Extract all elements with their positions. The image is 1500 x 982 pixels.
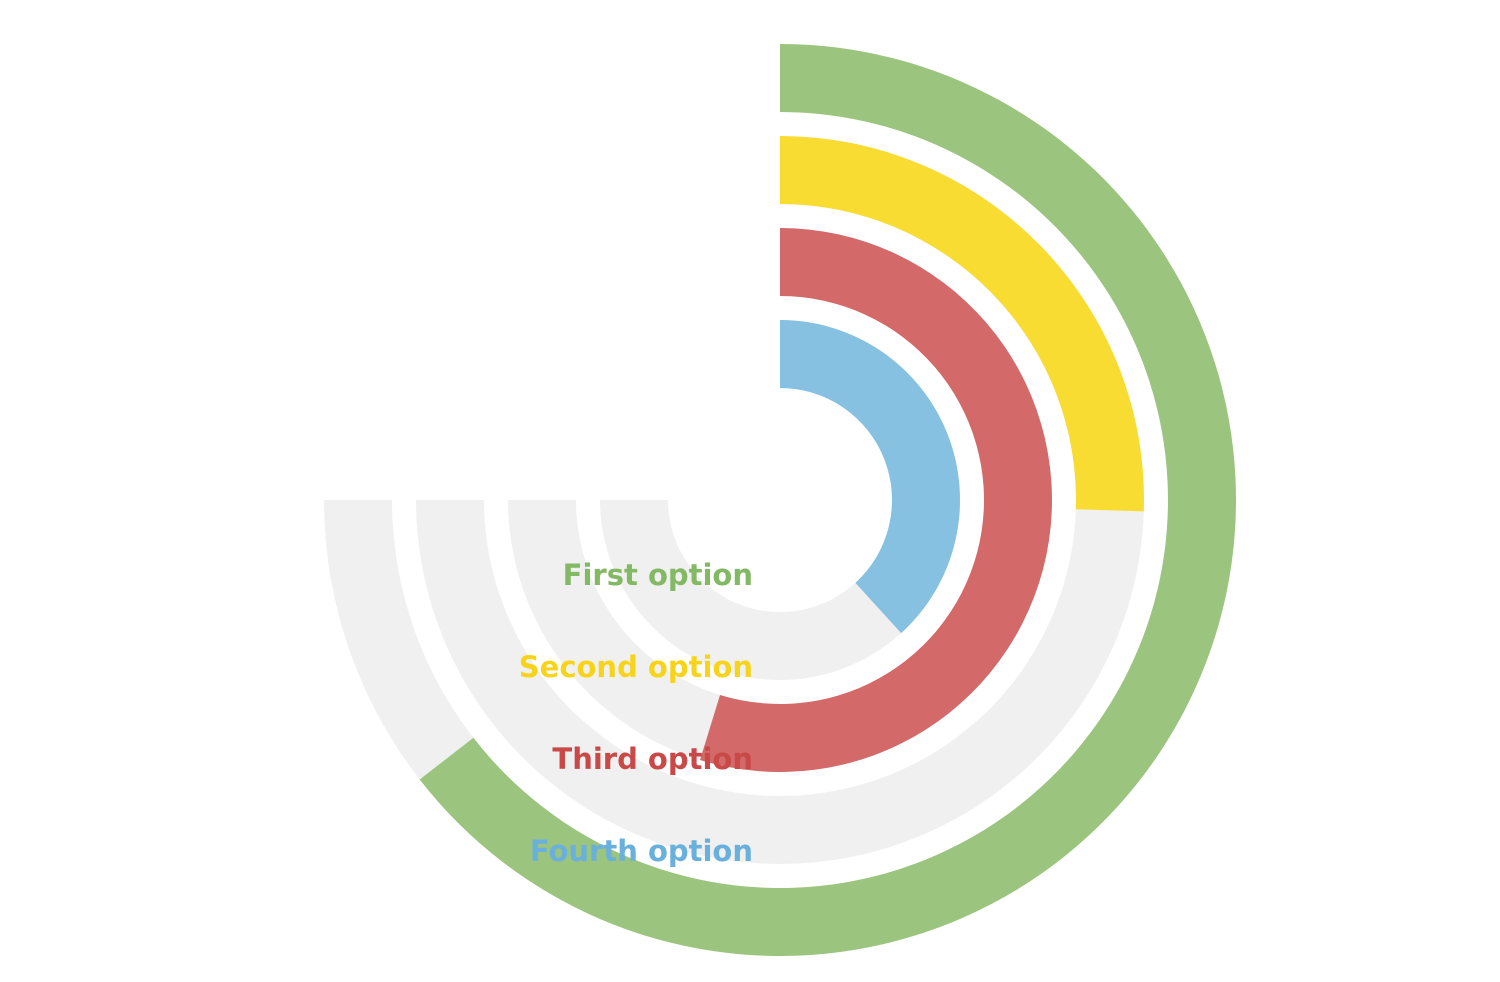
bar-group [419, 44, 1236, 956]
label-first-option: First option [563, 558, 753, 592]
bar-third-option [700, 228, 1052, 773]
label-third-option: Third option [552, 742, 753, 776]
label-group: First option Second option Third option Fou… [519, 558, 753, 868]
bar-fourth-option [780, 320, 960, 634]
bar-second-option [780, 136, 1144, 512]
label-fourth-option: Fourth option [530, 834, 753, 868]
label-second-option: Second option [519, 650, 753, 684]
